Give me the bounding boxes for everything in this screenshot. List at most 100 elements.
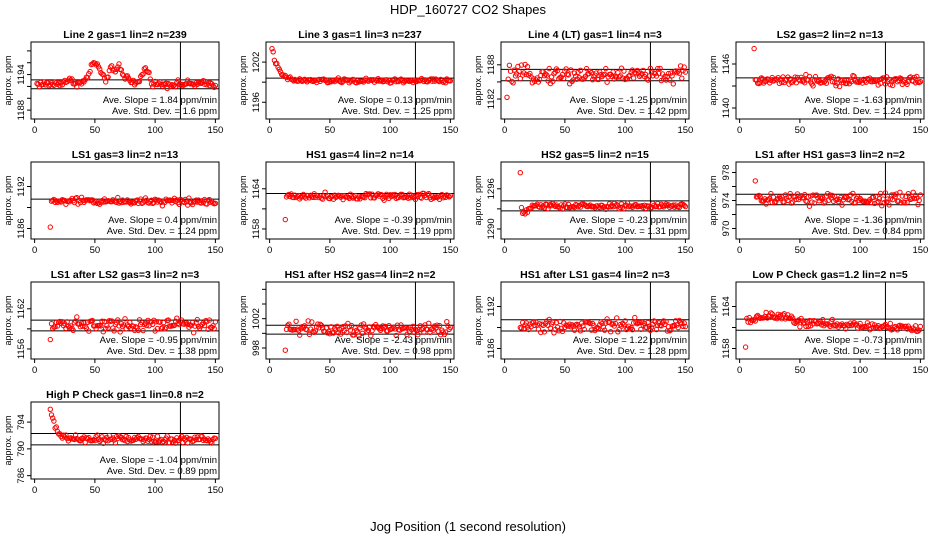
data-point [839,202,845,208]
data-point [444,319,450,325]
data-point [870,325,877,331]
slope-annotation: Ave. Slope = 0.13 ppm/min [338,95,452,106]
data-point [897,322,903,328]
y-axis-label: approx. ppm [473,175,483,225]
data-point [604,79,610,85]
data-point [174,315,180,321]
data-point [885,196,891,202]
data-point [614,315,620,321]
data-point [867,75,873,81]
data-point [550,319,556,325]
y-tick-label: 1186 [486,338,497,358]
data-point [87,68,93,75]
y-axis-label: approx. ppm [3,55,13,105]
data-point [627,326,633,332]
data-point [904,199,910,206]
data-point [146,69,152,76]
x-tick-label: 50 [795,245,806,256]
data-point [812,73,819,80]
data-point [292,327,298,333]
data-point [629,327,636,333]
y-axis-label: approx. ppm [473,55,483,105]
data-point [916,197,922,204]
data-point [653,203,660,209]
y-axis-label: approx. ppm [708,175,718,225]
x-tick-label: 0 [32,245,37,256]
data-point [571,327,578,333]
data-point [551,330,557,336]
data-point [655,65,661,72]
data-point [552,203,558,210]
data-point [662,202,668,209]
data-point [675,324,681,331]
data-point [415,332,421,338]
data-series [282,318,454,353]
data-point [768,190,774,197]
data-series [517,314,689,336]
data-point [614,202,620,208]
stddev-annotation: Ave. Std. Dev. = 1.19 ppm [342,226,452,237]
data-point [78,320,85,326]
data-point [601,327,608,333]
data-point [818,195,825,202]
data-point [755,194,761,200]
chart-panel: Line 3 gas=1 lin=3 n=237 0 50 100 150 1196 120… [238,29,458,136]
x-tick-label: 150 [442,125,458,136]
data-point [518,62,525,68]
data-point [188,322,195,329]
data-point [53,424,59,430]
data-point [50,415,56,421]
data-point [542,71,549,77]
data-point [662,73,668,80]
data-point [771,77,778,83]
y-tick-label: 1162 [16,299,27,319]
data-point [670,81,676,87]
data-point [581,326,587,333]
data-point [682,69,689,75]
y-axis-label: approx. ppm [238,295,248,345]
stddev-annotation: Ave. Std. Dev. = 1.24 ppm [812,106,922,117]
data-point [663,318,669,325]
slope-annotation: Ave. Slope = -1.63 ppm/min [805,95,922,106]
data-point [768,77,774,84]
data-point [183,199,190,205]
data-point [827,323,833,330]
data-point [100,329,107,335]
data-point [887,81,893,88]
data-point [523,71,529,78]
data-point [389,192,396,198]
data-point [445,193,451,199]
data-point [538,329,544,336]
data-point [821,200,827,206]
data-point [154,433,161,439]
x-tick-label: 150 [677,245,693,256]
y-tick-label: 970 [721,221,732,237]
chart-panel: Line 2 gas=1 lin=2 n=239 0 50 100 150 1188 119… [3,29,223,136]
data-point [344,329,350,336]
data-point [100,71,107,78]
y-tick-label: 786 [16,468,27,484]
data-point [78,194,85,201]
x-tick-label: 50 [795,365,806,376]
data-point [769,311,775,317]
data-point [117,329,123,335]
data-point [170,83,176,89]
data-point [303,77,309,84]
data-point [646,73,652,79]
stddev-annotation: Ave. Std. Dev. = 1.18 ppm [812,346,922,357]
data-point [870,194,877,201]
data-point [546,65,552,72]
data-series [47,194,219,230]
x-tick-label: 100 [147,245,163,256]
data-point [133,324,139,330]
data-point [365,327,372,333]
x-tick-label: 50 [90,245,101,256]
data-point [864,76,871,82]
panel-title: LS2 gas=2 lin=2 n=13 [777,29,884,41]
data-point [753,77,760,83]
slope-annotation: Ave. Slope = -1.04 ppm/min [100,455,217,466]
data-point [547,201,554,208]
data-point [809,318,815,324]
data-point [575,204,581,210]
x-tick-label: 50 [90,365,101,376]
